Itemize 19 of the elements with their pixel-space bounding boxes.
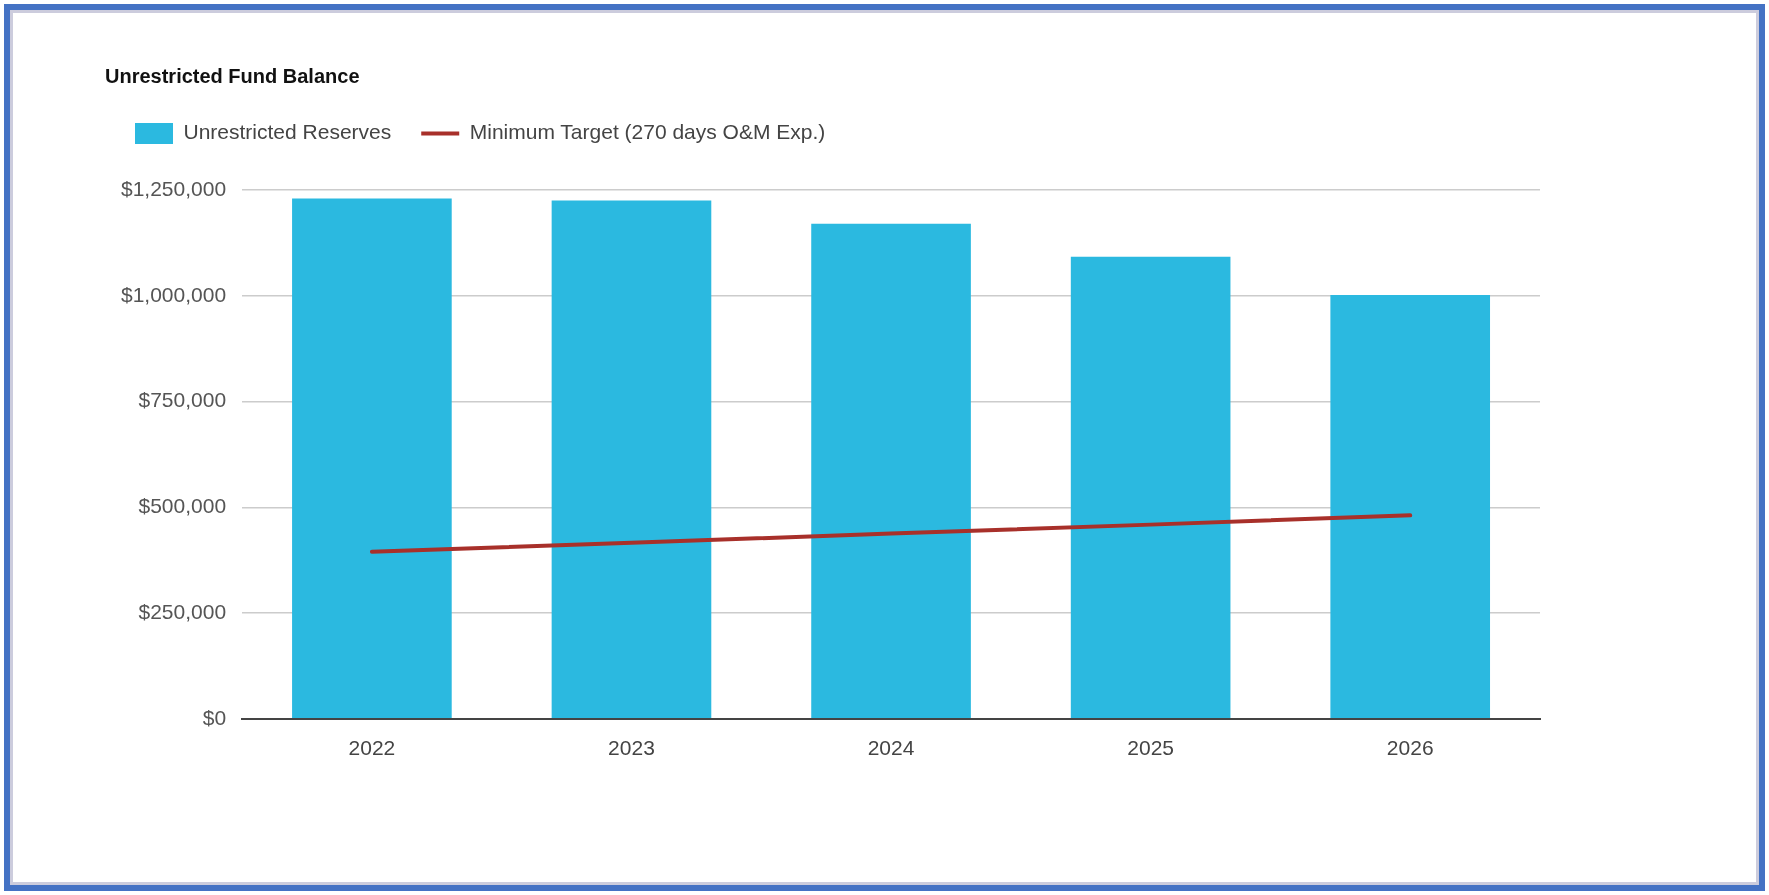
bar xyxy=(292,198,452,719)
legend-label: Minimum Target (270 days O&M Exp.) xyxy=(469,120,826,144)
x-tick-label: 2022 xyxy=(348,736,396,760)
x-tick-label: 2023 xyxy=(608,736,655,760)
bar xyxy=(1070,256,1231,719)
legend-label: Unrestricted Reserves xyxy=(183,120,392,144)
x-tick-label: 2025 xyxy=(1127,736,1174,760)
y-tick-label: $1,250,000 xyxy=(120,176,227,200)
bar xyxy=(811,223,971,719)
chart-title: Unrestricted Fund Balance xyxy=(105,64,360,87)
y-tick-label: $0 xyxy=(202,705,227,729)
x-tick-label: 2026 xyxy=(1386,736,1434,760)
y-tick-label: $500,000 xyxy=(138,494,227,518)
y-tick-label: $1,000,000 xyxy=(120,282,227,306)
bar xyxy=(1330,294,1491,719)
x-tick-label: 2024 xyxy=(867,736,915,760)
bar xyxy=(551,200,712,719)
y-tick-label: $750,000 xyxy=(138,388,227,412)
y-tick-label: $250,000 xyxy=(138,599,227,623)
